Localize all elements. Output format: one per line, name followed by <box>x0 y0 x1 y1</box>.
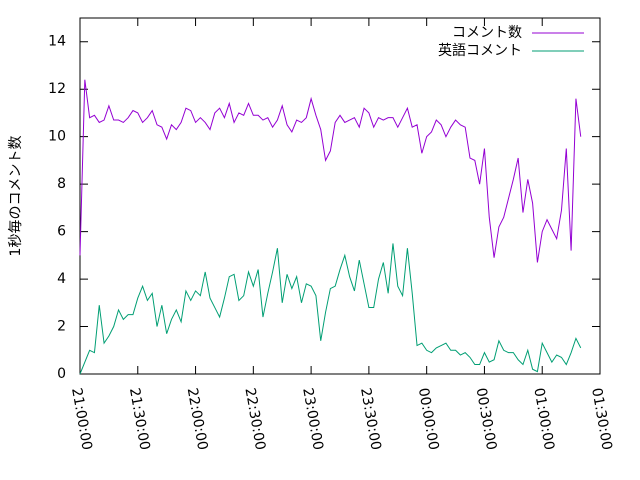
y-axis-label: 1秒毎のコメント数 <box>8 136 24 257</box>
y-tick-label: 6 <box>57 224 66 240</box>
x-tick-label: 22:30:00 <box>241 387 268 452</box>
y-tick-label: 10 <box>48 129 66 145</box>
x-tick-label: 00:00:00 <box>415 387 442 452</box>
x-tick-label: 00:30:00 <box>473 387 500 452</box>
y-tick-label: 4 <box>57 271 66 287</box>
x-tick-label: 01:00:00 <box>530 387 557 452</box>
y-tick-label: 0 <box>57 366 66 382</box>
y-tick-label: 2 <box>57 319 66 335</box>
series-line <box>79 79 582 263</box>
x-tick-label: 01:30:00 <box>588 387 615 452</box>
series-line <box>79 243 582 375</box>
y-tick-label: 8 <box>57 176 66 192</box>
x-tick-label: 23:30:00 <box>357 387 384 452</box>
x-tick-label: 21:30:00 <box>126 387 153 452</box>
y-tick-label: 12 <box>48 81 66 97</box>
x-tick-label: 23:00:00 <box>299 387 326 452</box>
y-tick-label: 14 <box>48 34 66 50</box>
legend-label: 英語コメント <box>438 42 522 59</box>
x-tick-label: 21:00:00 <box>68 387 95 452</box>
legend-label: コメント数 <box>452 25 522 41</box>
x-tick-label: 22:00:00 <box>184 387 211 452</box>
plot-border <box>79 17 601 375</box>
